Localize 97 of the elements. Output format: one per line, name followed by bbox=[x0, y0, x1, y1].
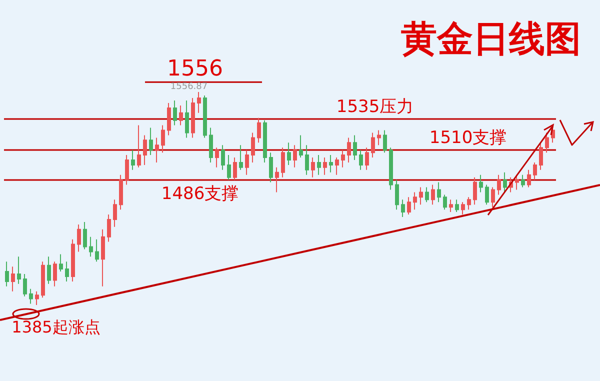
candlestick bbox=[341, 150, 345, 168]
text: 1385起涨点 bbox=[12, 318, 100, 336]
candlestick bbox=[353, 134, 357, 160]
candlestick bbox=[263, 120, 267, 163]
candlestick bbox=[395, 179, 399, 210]
candlestick bbox=[185, 100, 189, 138]
candlestick bbox=[317, 154, 321, 176]
candlestick bbox=[347, 137, 351, 163]
candlestick bbox=[239, 144, 243, 170]
candlestick bbox=[59, 254, 63, 272]
candlestick bbox=[473, 176, 477, 206]
candlestick bbox=[17, 256, 21, 284]
candlestick bbox=[89, 236, 93, 258]
candlestick bbox=[149, 127, 153, 156]
candlestick bbox=[77, 224, 81, 252]
candlestick bbox=[155, 137, 159, 163]
candlestick bbox=[173, 100, 177, 126]
candlestick bbox=[359, 150, 363, 170]
candlestick bbox=[23, 274, 27, 297]
candlestick bbox=[257, 117, 261, 144]
candlestick bbox=[83, 221, 87, 250]
candlestick bbox=[95, 238, 99, 262]
candlestick bbox=[281, 147, 285, 178]
candlestick bbox=[191, 98, 195, 138]
candlestick bbox=[119, 174, 123, 210]
chart-title: 黄金日线图 bbox=[401, 18, 581, 60]
candlestick bbox=[203, 95, 207, 138]
candlestick bbox=[161, 124, 165, 154]
candlestick bbox=[287, 142, 291, 166]
candlestick bbox=[389, 147, 393, 190]
candlestick bbox=[245, 150, 249, 176]
candlestick bbox=[101, 228, 105, 287]
candlestick bbox=[455, 199, 459, 213]
candlestick bbox=[311, 157, 315, 178]
candlestick bbox=[71, 238, 75, 282]
candlestick bbox=[41, 261, 45, 298]
candlestick bbox=[371, 132, 375, 158]
candlestick bbox=[29, 288, 33, 304]
candlestick bbox=[467, 196, 471, 210]
candlestick bbox=[293, 144, 297, 168]
candlestick bbox=[503, 172, 507, 193]
candlestick bbox=[407, 196, 411, 216]
candlestick bbox=[107, 214, 111, 242]
candlestick bbox=[479, 174, 483, 193]
candlestick bbox=[527, 169, 531, 188]
candlestick bbox=[5, 261, 9, 287]
candlestick bbox=[131, 150, 135, 170]
annotation: 1556.87 bbox=[170, 82, 208, 92]
candlestick bbox=[413, 192, 417, 210]
candlestick bbox=[143, 134, 147, 166]
candlestick bbox=[221, 144, 225, 170]
candlestick bbox=[251, 132, 255, 163]
candlestick bbox=[233, 157, 237, 180]
candlestick bbox=[269, 152, 273, 183]
candlestick bbox=[335, 157, 339, 176]
candlestick bbox=[497, 174, 501, 196]
ref-line-label: 1535压力 bbox=[336, 97, 414, 118]
candlestick bbox=[323, 157, 327, 176]
candlestick bbox=[179, 104, 183, 126]
candlestick bbox=[11, 266, 15, 292]
candlestick bbox=[491, 186, 495, 208]
candlestick bbox=[461, 202, 465, 216]
ref-line-label: 1510支撑 bbox=[429, 128, 507, 148]
candlestick bbox=[377, 130, 381, 146]
candlestick bbox=[329, 154, 333, 173]
candlestick bbox=[539, 142, 543, 170]
candlestick bbox=[197, 92, 201, 114]
candlestick bbox=[35, 290, 39, 306]
candlestick bbox=[209, 127, 213, 163]
candlestick bbox=[431, 184, 435, 206]
candlestick bbox=[383, 130, 387, 154]
candlestick bbox=[113, 199, 117, 228]
ref-line-label: 1486支撑 bbox=[161, 184, 239, 204]
candlestick bbox=[53, 261, 57, 287]
candlestick bbox=[65, 261, 69, 282]
candlestick bbox=[545, 132, 549, 154]
annotation: 1556 bbox=[167, 56, 223, 82]
candlestick bbox=[533, 162, 537, 180]
candlestick bbox=[299, 134, 303, 158]
candlestick bbox=[425, 186, 429, 203]
candlestick bbox=[305, 144, 309, 176]
candlestick bbox=[443, 194, 447, 210]
candlestick bbox=[47, 256, 51, 284]
candlestick bbox=[137, 124, 141, 168]
candlestick bbox=[365, 147, 369, 170]
candlestick bbox=[401, 199, 405, 218]
candlestick bbox=[167, 102, 171, 136]
candlestick bbox=[515, 174, 519, 190]
candlestick bbox=[275, 166, 279, 193]
candlestick bbox=[485, 184, 489, 206]
candlestick bbox=[215, 147, 219, 168]
candlestick bbox=[125, 154, 129, 186]
candlestick bbox=[227, 154, 231, 180]
candlestick bbox=[449, 199, 453, 213]
candlestick bbox=[521, 174, 525, 188]
candlestick bbox=[437, 182, 441, 203]
candlestick bbox=[419, 186, 423, 206]
